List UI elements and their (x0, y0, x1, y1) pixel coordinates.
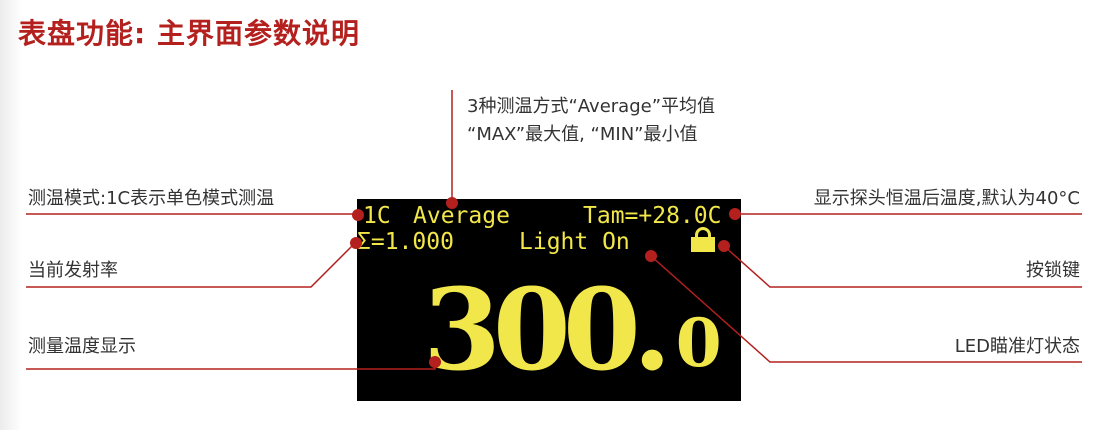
label-ambient: 显示探头恒温后温度,默认为40°C (813, 188, 1080, 209)
screen-tam: Tam=+28.0C (583, 203, 722, 229)
label-method-line1: 3种测温方式“Average”平均值 (467, 96, 716, 117)
dot-mode (352, 209, 364, 221)
line-measured (26, 362, 436, 370)
line-lock (723, 245, 1082, 288)
device-screen: 1C Average Tam=+28.0C Σ=1.000 Light On 3… (357, 199, 741, 401)
screen-value-main: 300. (423, 265, 672, 396)
screen-light: Light On (519, 229, 630, 255)
dot-emissivity (350, 237, 362, 249)
screen-method: Average (413, 203, 510, 229)
line-emissivity (26, 242, 356, 288)
screen-value: 300. 0 (423, 263, 722, 393)
lock-icon (691, 227, 715, 252)
label-lock: 按锁键 (1026, 260, 1080, 281)
label-mode: 测温模式:1C表示单色模式测温 (28, 188, 275, 209)
line-led (650, 255, 1082, 363)
label-measured: 测量温度显示 (28, 336, 136, 357)
screen-emissivity: Σ=1.000 (357, 229, 454, 255)
screen-value-decimal: 0 (675, 304, 722, 382)
label-led: LED瞄准灯状态 (954, 336, 1080, 357)
background-fade (0, 0, 22, 430)
dot-measured (429, 356, 441, 368)
label-method-line2: “MAX”最大值, “MIN”最小值 (467, 124, 698, 145)
label-emissivity: 当前发射率 (28, 260, 118, 281)
page-title: 表盘功能: 主界面参数说明 (18, 17, 360, 50)
dot-ambient (729, 208, 741, 220)
dot-lock (718, 240, 730, 252)
dot-led (645, 250, 657, 262)
screen-mode: 1C (363, 203, 391, 229)
dot-method (446, 197, 458, 209)
